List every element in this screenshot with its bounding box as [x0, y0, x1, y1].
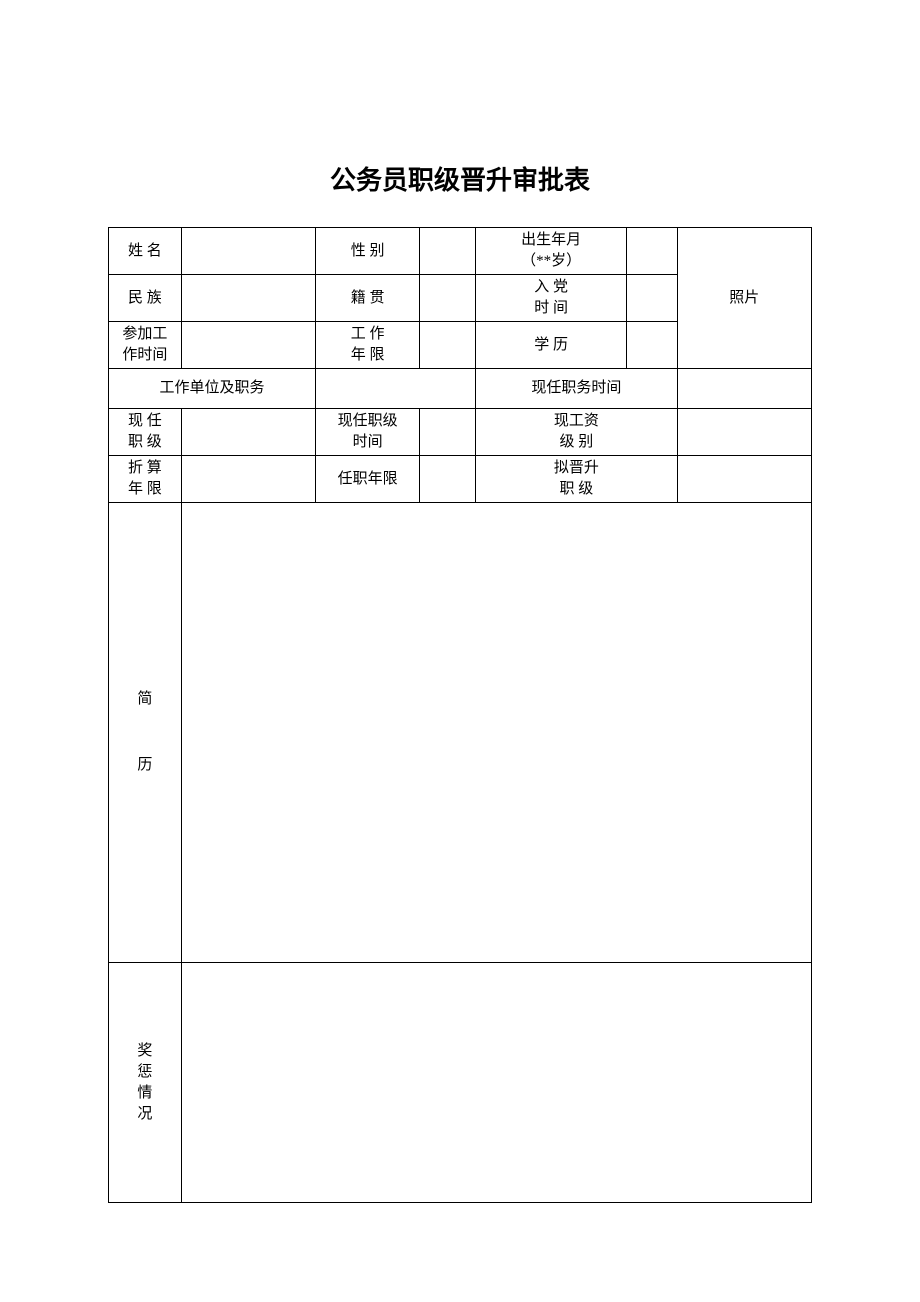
value-name: [181, 228, 315, 275]
value-rewards: [181, 963, 811, 1203]
label-ethnicity: 民 族: [109, 275, 182, 322]
value-unit-position: [316, 369, 476, 409]
value-resume: [181, 503, 811, 963]
value-work-years: [420, 322, 476, 369]
label-rewards: 奖 惩 情 况: [109, 963, 182, 1203]
label-unit-position: 工作单位及职务: [109, 369, 316, 409]
value-current-rank-time: [420, 409, 476, 456]
label-tenure-years: 任职年限: [316, 456, 420, 503]
value-converted-years: [181, 456, 315, 503]
value-gender: [420, 228, 476, 275]
label-resume: 简 历: [109, 503, 182, 963]
label-work-years: 工 作 年 限: [316, 322, 420, 369]
value-tenure-years: [420, 456, 476, 503]
label-name: 姓 名: [109, 228, 182, 275]
label-party-time: 入 党 时 间: [476, 275, 627, 322]
value-party-time: [627, 275, 677, 322]
value-native-place: [420, 275, 476, 322]
value-salary-level: [677, 409, 811, 456]
label-proposed-rank: 拟晋升 职 级: [476, 456, 677, 503]
form-title: 公务员职级晋升审批表: [108, 160, 812, 197]
value-birth: [627, 228, 677, 275]
label-education: 学 历: [476, 322, 627, 369]
value-work-start: [181, 322, 315, 369]
label-current-position-time: 现任职务时间: [476, 369, 677, 409]
label-converted-years: 折 算 年 限: [109, 456, 182, 503]
value-proposed-rank: [677, 456, 811, 503]
label-native-place: 籍 贯: [316, 275, 420, 322]
label-birth: 出生年月 （**岁）: [476, 228, 627, 275]
label-salary-level: 现工资 级 别: [476, 409, 677, 456]
label-gender: 性 别: [316, 228, 420, 275]
value-education: [627, 322, 677, 369]
value-current-rank: [181, 409, 315, 456]
label-current-rank-time: 现任职级 时间: [316, 409, 420, 456]
photo-cell: 照片: [677, 228, 811, 369]
approval-form-table: 姓 名 性 别 出生年月 （**岁） 照片 民 族 籍 贯 入 党 时 间 参加…: [108, 227, 812, 1203]
value-current-position-time: [677, 369, 811, 409]
label-current-rank: 现 任 职 级: [109, 409, 182, 456]
label-work-start: 参加工 作时间: [109, 322, 182, 369]
value-ethnicity: [181, 275, 315, 322]
